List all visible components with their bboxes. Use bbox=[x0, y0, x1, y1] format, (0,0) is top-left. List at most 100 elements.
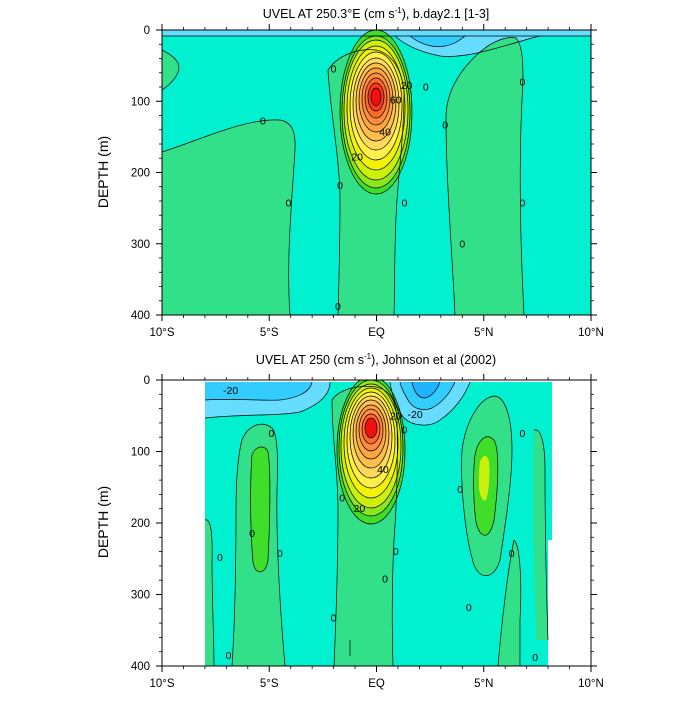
y-tick-label: 300 bbox=[131, 590, 150, 602]
contour-line-bottom-c110 bbox=[361, 413, 381, 445]
x-tick-label: 10°S bbox=[149, 327, 174, 339]
contour-line-bottom-5 bbox=[411, 381, 441, 399]
fill-band-neg20-north bbox=[410, 36, 465, 47]
contour-label: 0 bbox=[442, 119, 448, 131]
contour-label: 20 bbox=[353, 503, 365, 515]
y-axis-label-bottom: DEPTH (m) bbox=[95, 486, 111, 558]
contour-label: 0 bbox=[466, 602, 472, 614]
panel-bottom: UVEL AT 250 (cm s-1), Johnson et al (200… bbox=[95, 352, 604, 690]
contour-label: 0 bbox=[226, 650, 232, 662]
contour-label: 0 bbox=[331, 64, 337, 76]
contour-line-top-5 bbox=[445, 117, 456, 315]
contour-line-bottom-9 bbox=[204, 519, 215, 666]
contour-label: 20 bbox=[390, 410, 402, 422]
contour-label: 0 bbox=[382, 573, 388, 585]
contour-label: 0 bbox=[423, 82, 429, 94]
contour-line-bottom-16 bbox=[497, 539, 515, 666]
y-tick-label: 200 bbox=[131, 168, 150, 180]
contour-line-bottom-c130 bbox=[364, 417, 378, 439]
contour-label: 20 bbox=[401, 80, 413, 92]
contour-label: 0 bbox=[532, 652, 538, 664]
contour-label: 0 bbox=[286, 198, 292, 210]
contour-label: 0 bbox=[519, 77, 525, 89]
x-tick-label: 10°S bbox=[149, 678, 174, 690]
contour-line-bottom-12 bbox=[461, 395, 513, 576]
contour-line-bottom-c60 bbox=[346, 391, 396, 489]
contour-label: 40 bbox=[377, 464, 389, 476]
contour-label: 20 bbox=[351, 151, 363, 163]
fill-band-neg30-east bbox=[412, 382, 440, 398]
contour-label: -20 bbox=[223, 385, 238, 397]
contour-label: 0 bbox=[331, 613, 337, 625]
contour-line-bottom-c30 bbox=[338, 380, 404, 517]
contour-line-top-c120 bbox=[367, 82, 385, 112]
contour-line-bottom-10 bbox=[331, 386, 398, 666]
contour-labels-bottom: -20 -20 20 20 40 0 0 0 0 0 0 0 0 0 0 0 0 0 0 0 bbox=[217, 385, 538, 664]
x-tick-label: EQ bbox=[368, 678, 385, 690]
contour-line-bottom-2 bbox=[204, 381, 313, 401]
contour-label: 0 bbox=[268, 428, 274, 440]
contour-label: -20 bbox=[408, 409, 423, 421]
contour-line-bottom-8 bbox=[250, 446, 271, 573]
contour-line-top-c70 bbox=[352, 57, 400, 151]
contour-line-top-c30 bbox=[341, 35, 411, 189]
no-data-right bbox=[548, 540, 591, 666]
contour-label: 0 bbox=[401, 425, 407, 437]
contour-line-top-c100 bbox=[361, 72, 391, 126]
contour-label: 0 bbox=[335, 301, 341, 313]
contour-line-bottom-1 bbox=[204, 381, 331, 419]
contour-line-top-c60 bbox=[349, 51, 403, 161]
contour-label: 0 bbox=[457, 484, 463, 496]
contour-line-bottom-14 bbox=[533, 429, 549, 641]
contour-label: 0 bbox=[519, 198, 525, 210]
contour-label: 0 bbox=[277, 548, 283, 560]
contour-label: 60 bbox=[390, 94, 402, 106]
jet-bottom-c130 bbox=[365, 418, 377, 438]
contour-line-top-7 bbox=[394, 35, 541, 57]
contour-line-top-c80 bbox=[355, 62, 397, 142]
y-tick-label: 100 bbox=[131, 96, 150, 108]
contour-label: 40 bbox=[379, 126, 391, 138]
contour-label: 0 bbox=[260, 116, 266, 128]
fill-band-c10-southwest bbox=[205, 519, 214, 666]
contour-label: 0 bbox=[401, 198, 407, 210]
contour-line-bottom-13 bbox=[473, 436, 499, 536]
contour-line-top-c50 bbox=[346, 45, 406, 171]
x-tick-label: 10°N bbox=[578, 327, 604, 339]
fill-band-c20-south bbox=[250, 446, 270, 572]
contour-label: 0 bbox=[249, 528, 255, 540]
contour-line-top-c90 bbox=[358, 67, 394, 133]
contour-lines-bottom bbox=[204, 380, 549, 666]
contour-labels-top: 0 0 0 0 0 0 0 0 0 0 0 20 20 40 60 bbox=[260, 64, 526, 313]
jet-bottom bbox=[337, 380, 405, 524]
contour-line-top-1 bbox=[162, 119, 296, 315]
contour-line-top-8 bbox=[409, 35, 466, 47]
contour-field-bottom: -20 -20 20 20 40 0 0 0 0 0 0 0 0 0 0 0 0 0 0 0 bbox=[204, 380, 591, 666]
contour-line-top-c20 bbox=[339, 30, 413, 195]
contour-line-bottom-c70 bbox=[349, 395, 393, 479]
y-tick-label: 0 bbox=[144, 375, 150, 387]
contour-line-bottom-7 bbox=[231, 439, 243, 666]
y-tick-label: 400 bbox=[131, 310, 150, 322]
contour-line-bottom-c100 bbox=[358, 408, 384, 452]
y-tick-label: 200 bbox=[131, 518, 150, 530]
contour-line-bottom-c50 bbox=[343, 387, 399, 499]
contour-label: 0 bbox=[337, 180, 343, 192]
fill-band-c40-north bbox=[479, 456, 490, 501]
contour-line-top-c130 bbox=[370, 87, 382, 107]
y-tick-label: 0 bbox=[144, 25, 150, 37]
panel-bottom-title: UVEL AT 250 (cm s-1), Johnson et al (200… bbox=[256, 352, 496, 367]
x-tick-label: 5°S bbox=[260, 678, 279, 690]
jet-top bbox=[340, 30, 412, 194]
panel-top-title: UVEL AT 250.3°E (cm s-1), b.day2.1 [1-3] bbox=[263, 6, 490, 21]
fill-band-c10-far-north bbox=[498, 540, 521, 666]
fill-band-neg20-west bbox=[205, 382, 312, 401]
no-data-right-edge bbox=[548, 540, 554, 666]
y-tick-label: 300 bbox=[131, 239, 150, 251]
contour-label: 0 bbox=[393, 546, 399, 558]
contour-line-top-3 bbox=[327, 69, 341, 315]
contour-line-top-4 bbox=[445, 37, 525, 315]
